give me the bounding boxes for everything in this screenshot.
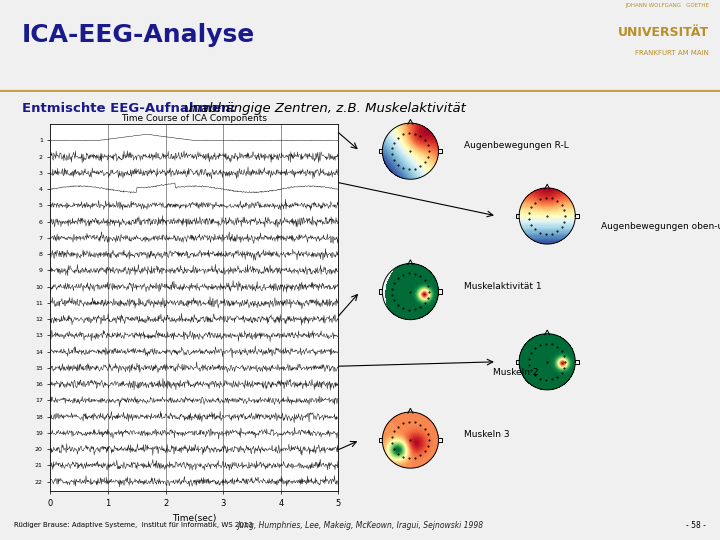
Title: Time Course of ICA Components: Time Course of ICA Components [122, 114, 267, 124]
Text: - 58 -: - 58 - [685, 521, 706, 530]
Text: Muskeln 2: Muskeln 2 [493, 368, 539, 377]
Text: JOHANN WOLFGANG   GOETHE: JOHANN WOLFGANG GOETHE [626, 3, 709, 8]
Text: Augenbewegungen R-L: Augenbewegungen R-L [464, 141, 569, 150]
Text: FRANKFURT AM MAIN: FRANKFURT AM MAIN [635, 51, 709, 57]
Text: Muskeln 3: Muskeln 3 [464, 430, 510, 439]
Text: Augenbewegungen oben-unten: Augenbewegungen oben-unten [601, 222, 720, 231]
Text: UNIVERSITÄT: UNIVERSITÄT [618, 26, 709, 39]
Text: Rüdiger Brause: Adaptive Systeme,  Institut für Informatik, WS 2013: Rüdiger Brause: Adaptive Systeme, Instit… [14, 522, 253, 528]
Text: ICA-EEG-Analyse: ICA-EEG-Analyse [22, 23, 255, 47]
Text: Muskelaktivität 1: Muskelaktivität 1 [464, 282, 542, 291]
X-axis label: Time(sec): Time(sec) [172, 514, 217, 523]
Text: Entmischte EEG-Aufnahmen:: Entmischte EEG-Aufnahmen: [22, 102, 235, 115]
Text: Jung, Humphries, Lee, Makeig, McKeown, Iragui, Sejnowski 1998: Jung, Humphries, Lee, Makeig, McKeown, I… [237, 521, 483, 530]
Text: unabhängige Zentren, z.B. Muskelaktivität: unabhängige Zentren, z.B. Muskelaktivitä… [184, 102, 465, 115]
